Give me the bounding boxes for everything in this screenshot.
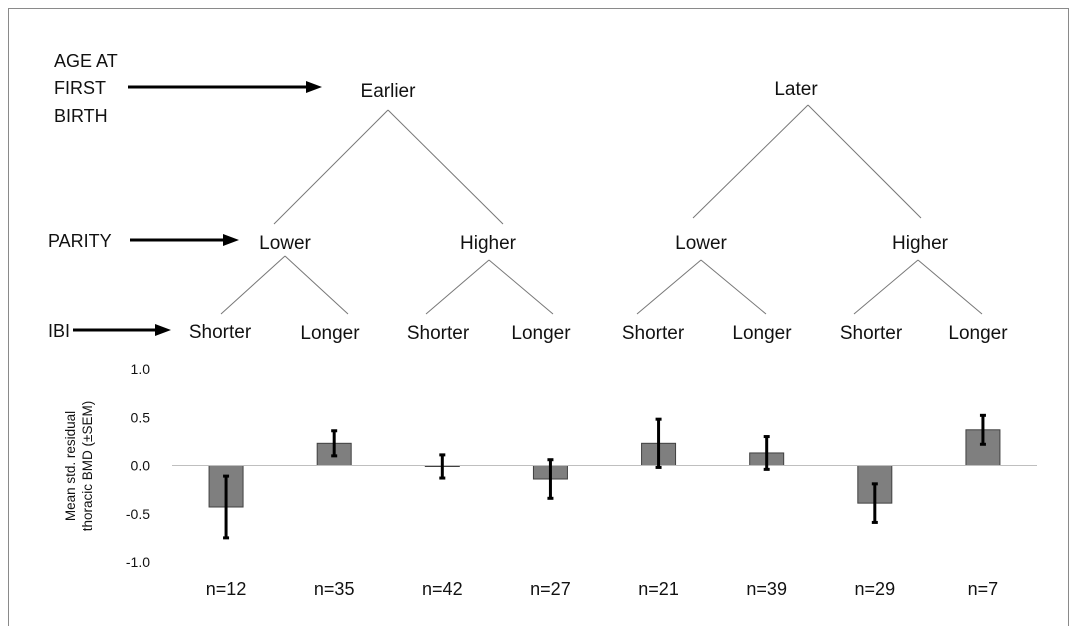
y-tick-label: 0.0 [131, 458, 151, 474]
arrow-parity [130, 234, 239, 246]
x-category-label: n=42 [422, 579, 463, 599]
error-bar [547, 458, 554, 500]
node-ibi-shorter-2: Shorter [407, 323, 470, 344]
node-parity-higher-2: Higher [892, 233, 949, 254]
error-bar [871, 482, 878, 524]
y-axis-label-line-2: thoracic BMD (±SEM) [80, 401, 95, 531]
x-labels: n=12 n=35 n=42 n=27 n=21 n=39 n=29 n=7 [206, 579, 998, 599]
x-category-label: n=35 [314, 579, 355, 599]
error-bar [763, 435, 770, 471]
x-category-label: n=7 [968, 579, 999, 599]
tree-branches [220, 104, 983, 315]
node-ibi-shorter-4: Shorter [840, 323, 903, 344]
node-parity-lower-1: Lower [259, 233, 311, 254]
node-ibi-longer-3: Longer [732, 323, 792, 344]
error-bar [439, 453, 446, 480]
node-ibi-longer-1: Longer [300, 323, 360, 344]
node-ibi-shorter-3: Shorter [622, 323, 685, 344]
y-tick-label: 0.5 [131, 409, 151, 425]
y-tick-label: -0.5 [126, 506, 150, 522]
y-tick-label: 1.0 [131, 361, 151, 377]
bars [208, 429, 1001, 508]
error-bar [331, 429, 338, 458]
figure-frame [8, 8, 1069, 626]
x-category-label: n=21 [638, 579, 679, 599]
x-category-label: n=39 [746, 579, 787, 599]
node-age-earlier: Earlier [361, 81, 417, 102]
node-ibi-longer-2: Longer [511, 323, 571, 344]
error-bar [223, 474, 230, 540]
y-axis-label: Mean std. residual thoracic BMD (±SEM) [63, 401, 95, 531]
arrow-ibi [73, 324, 171, 336]
row-label-age-at-first-birth: AGE AT FIRST BIRTH [54, 51, 118, 126]
node-ibi-longer-4: Longer [948, 323, 1008, 344]
node-parity-higher-1: Higher [460, 233, 517, 254]
node-ibi-shorter-1: Shorter [189, 322, 252, 343]
row-label-age-line-1: AGE AT [54, 51, 118, 71]
x-category-label: n=29 [855, 579, 896, 599]
row-label-age-line-2: FIRST [54, 78, 106, 98]
node-parity-lower-2: Lower [675, 233, 727, 254]
node-age-later: Later [774, 79, 818, 100]
bar-chart: Mean std. residual thoracic BMD (±SEM) 1… [63, 361, 1037, 599]
y-axis-label-line-1: Mean std. residual [63, 411, 78, 521]
x-category-label: n=12 [206, 579, 247, 599]
error-bar [979, 413, 986, 446]
error-bar [655, 417, 662, 469]
x-category-label: n=27 [530, 579, 571, 599]
arrow-age [128, 81, 322, 93]
row-label-parity: PARITY [48, 231, 112, 251]
y-tick-label: -1.0 [126, 554, 150, 570]
row-label-ibi: IBI [48, 321, 70, 341]
error-bars [223, 413, 986, 540]
y-ticks: 1.0 0.5 0.0 -0.5 -1.0 [126, 361, 150, 570]
row-label-age-line-3: BIRTH [54, 106, 108, 126]
